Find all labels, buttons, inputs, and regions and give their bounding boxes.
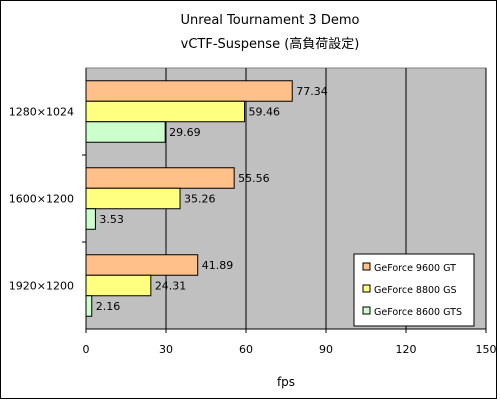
bar [85, 208, 96, 230]
x-tick-label: 120 [396, 343, 417, 356]
bar [85, 80, 293, 102]
legend-box [353, 253, 475, 327]
data-label: 29.69 [169, 126, 201, 139]
bar [85, 121, 166, 143]
bar [85, 167, 235, 189]
x-tick-label: 0 [83, 343, 90, 356]
bar [85, 295, 93, 317]
data-label: 55.56 [238, 172, 270, 185]
data-label: 2.16 [96, 300, 121, 313]
chart-title: Unreal Tournament 3 Demo [181, 13, 360, 28]
bar [85, 187, 181, 210]
chart-subtitle: vCTF-Suspense (高負荷設定) [181, 36, 360, 52]
legend-swatch [362, 284, 371, 293]
y-tick-label: 1280×1024 [9, 106, 74, 119]
data-label: 35.26 [184, 193, 216, 206]
legend-swatch [362, 306, 371, 315]
legend-swatch [362, 262, 371, 271]
bar [85, 100, 246, 123]
bar [85, 274, 152, 297]
bar [85, 254, 199, 276]
plot-area: 0 30 60 90 120 150 1280×1024 77.34 59.46 29.69 160… [9, 67, 497, 356]
data-label: 3.53 [99, 213, 124, 226]
legend: GeForce 9600 GT GeForce 8800 GS GeForce 86… [353, 253, 475, 327]
y-tick-label: 1600×1200 [9, 193, 74, 206]
data-label: 59.46 [249, 106, 281, 119]
x-tick-label: 30 [159, 343, 173, 356]
legend-label: GeForce 8600 GTS [374, 307, 462, 318]
data-label: 77.34 [296, 85, 328, 98]
legend-label: GeForce 8800 GS [374, 285, 457, 296]
data-label: 41.89 [202, 259, 234, 272]
legend-label: GeForce 9600 GT [374, 263, 456, 274]
x-tick-label: 60 [239, 343, 253, 356]
data-label: 24.31 [155, 280, 187, 293]
x-axis-label: fps [277, 375, 295, 389]
x-tick-label: 90 [319, 343, 333, 356]
y-tick-label: 1920×1200 [9, 280, 74, 293]
x-tick-label: 150 [476, 343, 497, 356]
